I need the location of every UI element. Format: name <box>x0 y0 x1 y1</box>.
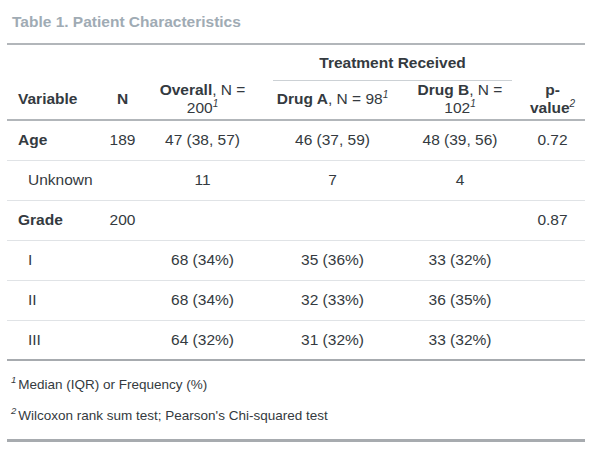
cell-n <box>105 160 140 200</box>
col-header-overall: Overall, N = 2001 <box>140 81 265 120</box>
col-header-variable: Variable <box>7 81 105 120</box>
spanner-label: Treatment Received <box>273 45 512 81</box>
col-header-n: N <box>105 81 140 120</box>
column-header-row: Variable N Overall, N = 2001 Drug A, N =… <box>7 81 585 120</box>
footnote-1-text: Median (IQR) or Frequency (%) <box>18 377 207 392</box>
cell-p-value <box>520 320 585 360</box>
footnote-2-text: Wilcoxon rank sum test; Pearson's Chi-sq… <box>18 407 327 422</box>
cell-p-value: 0.87 <box>520 200 585 240</box>
cell-p-value: 0.72 <box>520 120 585 160</box>
spanner-spacer-left <box>7 44 265 81</box>
footnote-2: 2Wilcoxon rank sum test; Pearson's Chi-s… <box>11 403 585 424</box>
cell-p-value <box>520 160 585 200</box>
cell-n: 189 <box>105 120 140 160</box>
cell-n <box>105 240 140 280</box>
cell-overall: 47 (38, 57) <box>140 120 265 160</box>
cell-drug-a: 7 <box>265 160 400 200</box>
cell-drug-a: 31 (32%) <box>265 320 400 360</box>
spanner-row: Treatment Received <box>7 44 585 81</box>
cell-drug-a: 35 (36%) <box>265 240 400 280</box>
cell-overall: 64 (32%) <box>140 320 265 360</box>
spanner-treatment-received: Treatment Received <box>265 44 520 81</box>
cell-n: 200 <box>105 200 140 240</box>
patient-characteristics-table: Treatment Received Variable N Overall, N… <box>7 43 585 361</box>
cell-drug-a: 46 (37, 59) <box>265 120 400 160</box>
cell-variable: Grade <box>7 200 105 240</box>
row-age-unknown: Unknown 11 7 4 <box>7 160 585 200</box>
row-grade-iii: III 64 (32%) 31 (32%) 33 (32%) <box>7 320 585 360</box>
footnote-1: 1Median (IQR) or Frequency (%) <box>11 372 585 393</box>
cell-n <box>105 320 140 360</box>
cell-n <box>105 280 140 320</box>
summary-table-page: Table 1. Patient Characteristics Treatme… <box>0 0 608 455</box>
cell-drug-b: 33 (32%) <box>400 320 520 360</box>
col-header-drug-a: Drug A, N = 981 <box>265 81 400 120</box>
row-grade-i: I 68 (34%) 35 (36%) 33 (32%) <box>7 240 585 280</box>
cell-overall <box>140 200 265 240</box>
cell-overall: 68 (34%) <box>140 280 265 320</box>
row-grade-ii: II 68 (34%) 32 (33%) 36 (35%) <box>7 280 585 320</box>
cell-drug-b: 4 <box>400 160 520 200</box>
spanner-spacer-right <box>520 44 585 81</box>
table-footnotes: 1Median (IQR) or Frequency (%) 2Wilcoxon… <box>7 361 585 442</box>
cell-overall: 68 (34%) <box>140 240 265 280</box>
cell-drug-a <box>265 200 400 240</box>
row-grade: Grade 200 0.87 <box>7 200 585 240</box>
cell-variable: II <box>7 280 105 320</box>
cell-p-value <box>520 240 585 280</box>
col-header-drug-b: Drug B, N = 1021 <box>400 81 520 120</box>
row-age: Age 189 47 (38, 57) 46 (37, 59) 48 (39, … <box>7 120 585 160</box>
cell-overall: 11 <box>140 160 265 200</box>
cell-drug-a: 32 (33%) <box>265 280 400 320</box>
cell-drug-b: 33 (32%) <box>400 240 520 280</box>
cell-drug-b: 36 (35%) <box>400 280 520 320</box>
footnote-2-mark: 2 <box>11 405 16 416</box>
cell-drug-b: 48 (39, 56) <box>400 120 520 160</box>
cell-drug-b <box>400 200 520 240</box>
cell-variable: III <box>7 320 105 360</box>
cell-variable: I <box>7 240 105 280</box>
cell-variable: Unknown <box>7 160 105 200</box>
cell-p-value <box>520 280 585 320</box>
table-caption: Table 1. Patient Characteristics <box>7 12 585 43</box>
footnote-1-mark: 1 <box>11 374 16 385</box>
col-header-p-value: p-value2 <box>520 81 585 120</box>
cell-variable: Age <box>7 120 105 160</box>
